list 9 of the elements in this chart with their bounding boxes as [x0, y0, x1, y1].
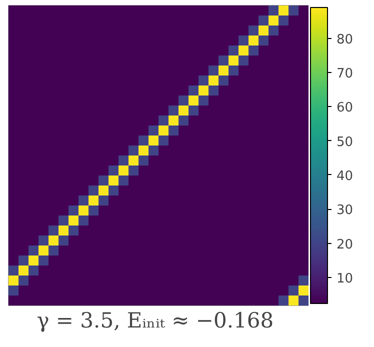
color-bar-label: 50 [336, 134, 354, 150]
text: γ = 3.5, Eᵢₙᵢₜ ≈ −0.168 [36, 308, 274, 332]
color-bar-label: 30 [336, 203, 354, 218]
color-bar-label: 10 [336, 272, 354, 287]
color-bar-label: 60 [336, 100, 354, 116]
color-bar-label: 70 [336, 66, 354, 82]
color-bar-label: 20 [336, 237, 354, 252]
color-bar-label: 40 [336, 168, 354, 184]
color-bar-label: 80 [336, 32, 354, 48]
